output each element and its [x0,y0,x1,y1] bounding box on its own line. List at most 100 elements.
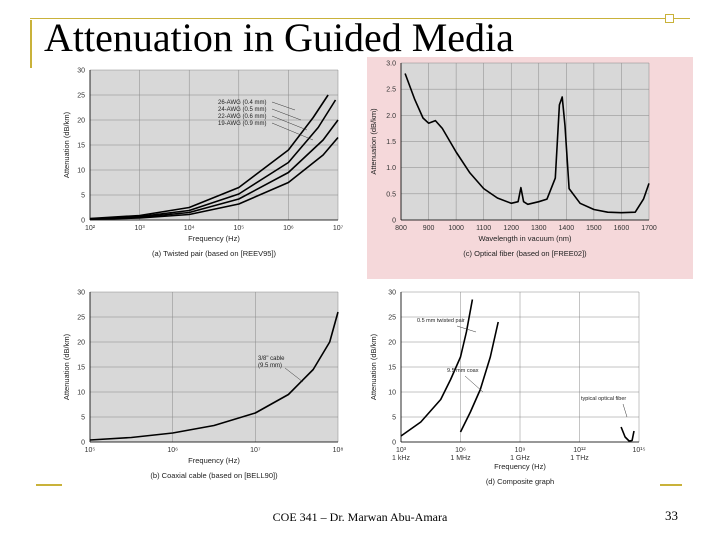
legend-leader [271,101,296,111]
bottom-rule-right [660,484,682,486]
x-tick-label: 10⁶ [455,447,466,454]
y-tick-label: 25 [77,315,85,322]
title-top-rule [30,18,690,19]
panel-d: 10³ 1 kHz 10⁶ 1 MHz 10⁹ 1 GHz 10¹² 1 THz 10¹⁵ 0 5 1… [367,285,667,500]
x-tick-label: 1000 [448,225,464,232]
chart-twisted-pair: 10² 10³ 10⁴ 10⁵ 10⁶ 10⁷ 0 5 10 15 20 25 30 Frequency … [62,68,344,259]
panel-a: 10² 10³ 10⁴ 10⁵ 10⁶ 10⁷ 0 5 10 15 20 25 30 Frequency … [60,64,360,280]
x-tick-label: 1200 [503,225,519,232]
y-tick-label: 0 [81,440,85,447]
x-tick-sublabel: 1 kHz [392,455,410,462]
y-tick-label: 20 [77,118,85,125]
x-tick-label: 900 [423,225,435,232]
panel-b: 10⁵ 10⁶ 10⁷ 10⁸ 0 5 10 15 20 25 30 Frequency (Hz) At… [60,285,360,500]
annotation-leader [464,375,484,393]
y-axis-label: Attenuation (dB/km) [62,333,71,400]
x-tick-label: 1700 [641,225,657,232]
y-tick-label: 1.0 [386,165,396,172]
y-tick-label: 0.5 [386,191,396,198]
series-line-2 [620,426,635,442]
chart-optical-fiber: 800 900 1000 1100 1200 1300 1400 1500 1600 1700 0 0… [367,57,693,279]
x-tick-label: 10⁹ [515,447,526,454]
y-axis-label: Attenuation (dB/km) [369,333,378,400]
y-tick-label: 1.5 [386,139,396,146]
y-tick-label: 0 [392,440,396,447]
series-line-0 [400,299,474,437]
annotation-label: (9.5 mm) [258,363,282,369]
legend-leader [271,108,302,121]
x-axis-label: Frequency (Hz) [494,462,546,471]
x-tick-label: 10³ [396,447,407,454]
annotation-label: 3/8" cable [258,356,285,362]
x-tick-label: 10⁵ [85,447,96,454]
x-axis-label: Frequency (Hz) [188,234,240,243]
x-axis-label: Wavelength in vacuum (nm) [478,234,572,243]
y-tick-label: 30 [388,290,396,297]
legend-entry: 22-AWG (0.6 mm) [218,114,266,120]
y-tick-label: 25 [388,315,396,322]
x-tick-label: 1300 [531,225,547,232]
annotation-label: typical optical fiber [581,396,626,402]
y-tick-label: 5 [81,193,85,200]
title-underline-left [30,20,32,68]
annotation-label: 9.5 mm coax [447,368,479,374]
x-tick-sublabel: 1 GHz [510,455,530,462]
page-number: 33 [665,508,678,523]
y-tick-label: 20 [388,340,396,347]
legend-entry: 26-AWG (0.4 mm) [218,100,266,106]
y-tick-label: 0 [392,218,396,225]
legend-entry: 19-AWG (0.9 mm) [218,121,266,127]
annotation-leader [622,403,628,418]
x-tick-label: 10³ [135,225,146,232]
y-tick-label: 10 [388,390,396,397]
x-tick-label: 1500 [586,225,602,232]
x-tick-label: 10⁶ [167,447,178,454]
x-tick-label: 10⁴ [184,225,195,232]
y-tick-label: 2.5 [386,87,396,94]
x-tick-label: 1400 [559,225,575,232]
x-tick-label: 1100 [476,225,491,232]
y-axis-label: Attenuation (dB/km) [369,108,378,175]
legend-entry: 24-AWG (0.5 mm) [218,107,266,113]
y-tick-label: 15 [77,143,85,150]
x-axis-label: Frequency (Hz) [188,456,240,465]
x-tick-label: 10⁸ [333,447,344,454]
y-tick-label: 10 [77,390,85,397]
chart-caption: (b) Coaxial cable (based on [BELL90]) [150,471,278,480]
y-tick-label: 3.0 [386,61,396,68]
y-tick-label: 30 [77,68,85,75]
x-tick-label: 10⁷ [333,225,344,232]
y-tick-label: 5 [81,415,85,422]
annotation-leader [456,325,477,333]
x-tick-sublabel: 1 MHz [450,455,471,462]
y-axis-label: Attenuation (dB/km) [62,111,71,178]
chart-caption: (a) Twisted pair (based on [REEV95]) [152,249,277,258]
y-tick-label: 20 [77,340,85,347]
chart-caption: (d) Composite graph [486,477,554,486]
y-tick-label: 2.0 [386,113,396,120]
y-tick-label: 5 [392,415,396,422]
chart-caption: (c) Optical fiber (based on [FREE02]) [463,249,587,258]
corner-square-top-right [665,14,674,23]
annotation-leader [284,367,304,383]
series-line-0 [89,94,329,220]
y-tick-label: 15 [388,365,396,372]
x-tick-label: 10² [85,225,96,232]
x-tick-label: 10⁵ [233,225,244,232]
y-tick-label: 10 [77,168,85,175]
chart-coaxial-cable: 10⁵ 10⁶ 10⁷ 10⁸ 0 5 10 15 20 25 30 Frequency (Hz) At… [62,290,344,481]
y-tick-label: 15 [77,365,85,372]
x-tick-label: 10⁷ [250,447,261,454]
x-tick-label: 10¹² [573,447,586,454]
slide-title: Attenuation in Guided Media [44,15,514,60]
footer-text: COE 341 – Dr. Marwan Abu-Amara [272,510,448,524]
x-tick-label: 800 [395,225,407,232]
y-tick-label: 25 [77,93,85,100]
x-tick-label: 10⁶ [283,225,294,232]
series-line-0 [89,311,339,441]
legend-leader [271,115,308,131]
y-tick-label: 0 [81,218,85,225]
panel-c: 800 900 1000 1100 1200 1300 1400 1500 1600 1700 0 0… [367,57,693,279]
series-line-3 [89,136,339,221]
